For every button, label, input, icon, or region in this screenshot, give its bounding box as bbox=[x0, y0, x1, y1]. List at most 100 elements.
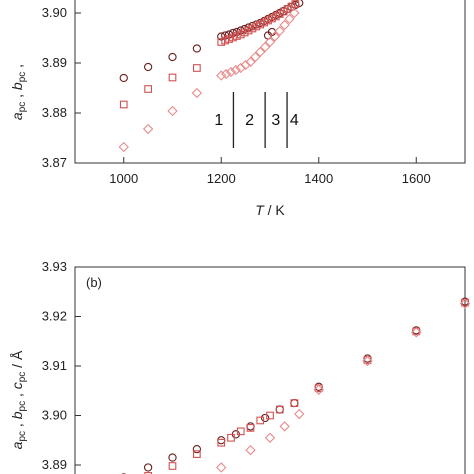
data-point-square bbox=[240, 28, 249, 37]
data-point-square bbox=[168, 462, 177, 470]
region-label: 1 bbox=[214, 112, 223, 129]
data-point-diamond bbox=[240, 59, 251, 71]
data-point-square bbox=[246, 424, 255, 432]
data-point-diamond bbox=[235, 62, 246, 74]
data-point-circle bbox=[168, 52, 177, 62]
data-point-square bbox=[225, 35, 233, 43]
panel-b-y-axis-label: apc , bpc , cpc / Å bbox=[9, 350, 28, 449]
data-point-diamond bbox=[167, 105, 178, 117]
y-tick-label: 3.90 bbox=[42, 5, 67, 20]
data-point-diamond bbox=[459, 298, 471, 309]
panel-a-x-axis-label: T / K bbox=[255, 202, 285, 218]
y-tick-label: 3.92 bbox=[42, 309, 67, 324]
panel-a-y-axis-label: apc , bpc , bbox=[9, 64, 28, 120]
data-point-square bbox=[236, 427, 245, 436]
data-point-square bbox=[193, 450, 201, 458]
data-point-square bbox=[275, 10, 284, 18]
region-label: 3 bbox=[271, 112, 280, 129]
data-point-circle bbox=[260, 413, 270, 423]
data-point-diamond bbox=[411, 327, 422, 338]
panel-a-y-ticks: 3.87 3.88 3.89 3.90 bbox=[42, 5, 81, 170]
data-point-circle bbox=[314, 382, 323, 391]
data-point-square bbox=[119, 100, 128, 109]
data-point-circle bbox=[232, 27, 241, 37]
data-point-square bbox=[217, 38, 226, 46]
data-point-diamond bbox=[279, 19, 290, 31]
data-point-diamond bbox=[250, 51, 261, 63]
data-point-square bbox=[144, 85, 152, 93]
y-tick-label: 3.87 bbox=[42, 155, 67, 170]
data-point-diamond bbox=[279, 421, 290, 432]
data-point-circle bbox=[143, 62, 153, 72]
data-point-square bbox=[144, 472, 152, 474]
data-point-diamond bbox=[259, 41, 271, 53]
data-point-diamond bbox=[313, 384, 324, 395]
data-point-square bbox=[256, 416, 265, 425]
data-point-square bbox=[217, 438, 226, 447]
data-point-square bbox=[221, 36, 230, 45]
data-point-square bbox=[266, 411, 274, 420]
data-point-circle bbox=[143, 463, 153, 472]
data-point-diamond bbox=[118, 141, 129, 153]
panel-a-x-ticks: 1000 1200 1400 1600 bbox=[109, 157, 431, 186]
x-tick-label: 1000 bbox=[109, 171, 138, 186]
data-point-circle bbox=[192, 44, 202, 53]
y-tick-label: 3.90 bbox=[42, 408, 67, 423]
data-point-square bbox=[256, 20, 265, 29]
data-point-square bbox=[271, 12, 280, 21]
panel-b: (b) 3.89 3.90 3.91 3.92 3.93 apc , bpc , cpc… bbox=[9, 259, 471, 474]
data-point-circle bbox=[119, 73, 128, 83]
panel-a-frame bbox=[74, 0, 466, 164]
y-tick-label: 3.89 bbox=[42, 457, 67, 472]
data-point-square bbox=[264, 16, 272, 25]
panel-b-y-ticks: 3.89 3.90 3.91 3.92 3.93 bbox=[42, 259, 81, 472]
y-tick-label: 3.91 bbox=[42, 358, 67, 373]
panel-b-data-points bbox=[121, 297, 471, 474]
data-point-diamond bbox=[269, 31, 281, 42]
panel-a-data-points bbox=[118, 0, 304, 153]
region-label: 2 bbox=[245, 112, 254, 129]
data-point-square bbox=[252, 22, 261, 31]
x-tick-label: 1600 bbox=[402, 171, 431, 186]
data-point-diamond bbox=[245, 56, 256, 68]
data-point-square bbox=[290, 399, 299, 407]
data-point-diamond bbox=[274, 25, 285, 37]
panel-b-frame bbox=[74, 266, 466, 474]
data-point-square bbox=[291, 0, 300, 8]
data-point-diamond bbox=[264, 36, 276, 48]
data-point-square bbox=[260, 18, 269, 27]
data-point-square bbox=[193, 64, 201, 72]
data-point-circle bbox=[236, 26, 245, 35]
data-point-square bbox=[287, 2, 296, 11]
data-point-diamond bbox=[220, 68, 232, 80]
data-point-diamond bbox=[230, 64, 242, 76]
data-point-circle bbox=[246, 422, 255, 431]
region-label: 4 bbox=[290, 112, 299, 129]
data-point-diamond bbox=[191, 87, 203, 99]
data-point-circle bbox=[275, 405, 284, 414]
y-tick-label: 3.89 bbox=[42, 55, 67, 70]
data-point-square bbox=[248, 24, 257, 33]
data-point-circle bbox=[168, 453, 177, 462]
x-tick-label: 1400 bbox=[304, 171, 333, 186]
data-point-diamond bbox=[294, 408, 305, 420]
data-point-square bbox=[275, 405, 284, 414]
data-point-diamond bbox=[142, 123, 154, 135]
data-point-diamond bbox=[362, 355, 373, 367]
data-point-circle bbox=[217, 32, 226, 41]
data-point-diamond bbox=[225, 66, 237, 78]
panel-b-label: (b) bbox=[86, 275, 102, 290]
data-point-square bbox=[227, 433, 235, 442]
data-point-square bbox=[283, 5, 292, 13]
data-point-square bbox=[168, 73, 177, 82]
data-point-square bbox=[268, 14, 276, 23]
data-point-square bbox=[233, 32, 241, 40]
data-point-diamond bbox=[289, 7, 300, 19]
data-point-circle bbox=[192, 445, 202, 454]
data-point-diamond bbox=[255, 46, 266, 58]
data-point-diamond bbox=[245, 444, 256, 456]
y-tick-label: 3.88 bbox=[42, 105, 67, 120]
data-point-square bbox=[236, 30, 245, 39]
y-tick-label: 3.93 bbox=[42, 259, 67, 274]
